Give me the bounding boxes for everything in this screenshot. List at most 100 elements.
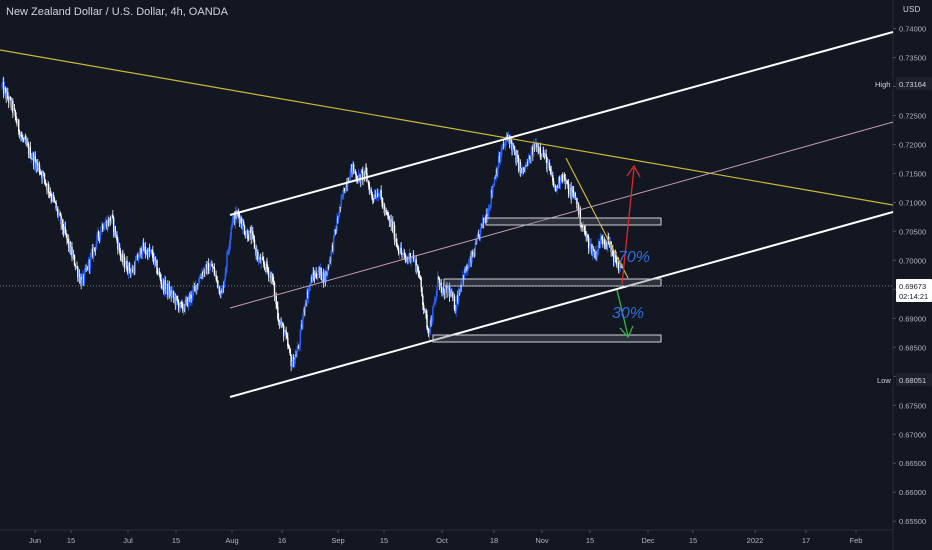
candle-body xyxy=(52,194,55,199)
candle-body xyxy=(122,254,124,263)
candle-body xyxy=(287,346,290,348)
candle-body xyxy=(179,301,182,308)
candle-body xyxy=(17,119,19,125)
candle-body xyxy=(537,147,540,153)
candle-body xyxy=(557,177,560,188)
candle-body xyxy=(567,183,569,185)
candle-body xyxy=(444,287,447,298)
candle-body xyxy=(414,259,417,261)
candle-body xyxy=(464,269,467,273)
candle-body xyxy=(214,274,217,276)
candle-body xyxy=(4,87,7,90)
candle-body xyxy=(494,177,497,179)
candle-body xyxy=(75,266,77,268)
currency-label[interactable]: USD xyxy=(903,5,921,14)
candle-body xyxy=(599,238,602,248)
candle-body xyxy=(127,263,130,274)
candle-body xyxy=(427,327,429,329)
candle-body xyxy=(540,154,542,155)
candle-body xyxy=(2,81,5,95)
candle-body xyxy=(7,98,10,103)
candle-body xyxy=(395,238,397,243)
lower-channel-line[interactable] xyxy=(229,211,894,398)
candle-body xyxy=(327,265,330,268)
candle-body xyxy=(458,292,461,294)
candle-body xyxy=(42,172,44,179)
candle-body xyxy=(215,274,217,277)
candle-body xyxy=(285,330,287,335)
candle-body xyxy=(67,239,69,241)
candle-body xyxy=(527,157,530,165)
candle-body xyxy=(401,253,403,256)
candle-body xyxy=(379,190,382,196)
channel-midline[interactable] xyxy=(229,121,894,309)
time-tick-label: Feb xyxy=(850,536,863,545)
time-tick-label: 18 xyxy=(490,536,498,545)
time-tick-label: Aug xyxy=(225,536,238,545)
price-tick-label: 0.66000 xyxy=(899,488,926,497)
candle-body xyxy=(150,250,152,252)
candle-body xyxy=(119,250,122,256)
candle-body xyxy=(292,357,294,367)
candle-body xyxy=(117,243,120,250)
candle-body xyxy=(365,167,367,174)
candle-body xyxy=(442,288,444,292)
candle-body xyxy=(305,303,307,305)
candle-body xyxy=(297,345,300,348)
candle-body xyxy=(577,204,579,208)
candle-body xyxy=(295,354,297,357)
candle-body xyxy=(562,174,565,181)
candle-body xyxy=(447,287,450,289)
candle-body xyxy=(115,234,117,236)
candle-body xyxy=(200,277,202,278)
candle-body xyxy=(30,157,32,159)
descending-trendline[interactable] xyxy=(0,49,894,206)
candle-body xyxy=(53,198,56,202)
candle-body xyxy=(139,248,142,251)
candle-body xyxy=(317,275,319,279)
candle-body xyxy=(567,183,570,197)
support-zone-box[interactable] xyxy=(443,278,662,287)
candle-body xyxy=(133,266,136,273)
candle-body xyxy=(231,223,233,228)
candle-body xyxy=(92,247,95,257)
candle-body xyxy=(247,238,250,240)
candle-body xyxy=(587,237,590,249)
bearish-arrow-line[interactable] xyxy=(616,289,629,337)
candle-body xyxy=(452,292,454,298)
supply-zone-box[interactable] xyxy=(485,217,662,226)
candle-body xyxy=(233,213,236,224)
candle-body xyxy=(372,197,374,199)
time-tick-label: 15 xyxy=(689,536,697,545)
candle-body xyxy=(247,230,249,239)
candle-body xyxy=(63,226,66,234)
candle-body xyxy=(263,264,266,268)
candle-body xyxy=(19,134,22,138)
candle-body xyxy=(155,260,157,262)
time-tick-label: Sep xyxy=(331,536,344,545)
candle-body xyxy=(471,251,473,263)
candle-body xyxy=(107,219,110,226)
candle-body xyxy=(362,172,365,181)
candle-body xyxy=(308,285,311,291)
candle-body xyxy=(345,182,347,191)
upper-channel-line[interactable] xyxy=(229,31,894,216)
bullish-arrow-line[interactable] xyxy=(621,167,635,285)
candle-body xyxy=(131,269,133,272)
candle-body xyxy=(598,241,601,248)
symbol-title[interactable]: New Zealand Dollar / U.S. Dollar, 4h, OA… xyxy=(6,6,228,18)
demand-zone-box[interactable] xyxy=(432,334,662,343)
price-tick-label: 0.70000 xyxy=(899,256,926,265)
candle-body xyxy=(517,157,520,171)
candle-body xyxy=(167,283,169,296)
candle-body xyxy=(1,84,3,87)
candle-body xyxy=(616,262,618,268)
candle-body xyxy=(587,235,589,238)
candle-body xyxy=(572,191,575,195)
candle-body xyxy=(439,282,442,285)
candle-body xyxy=(262,257,264,261)
candle-body xyxy=(589,244,592,249)
candle-body xyxy=(522,167,524,174)
candle-body xyxy=(487,208,490,217)
